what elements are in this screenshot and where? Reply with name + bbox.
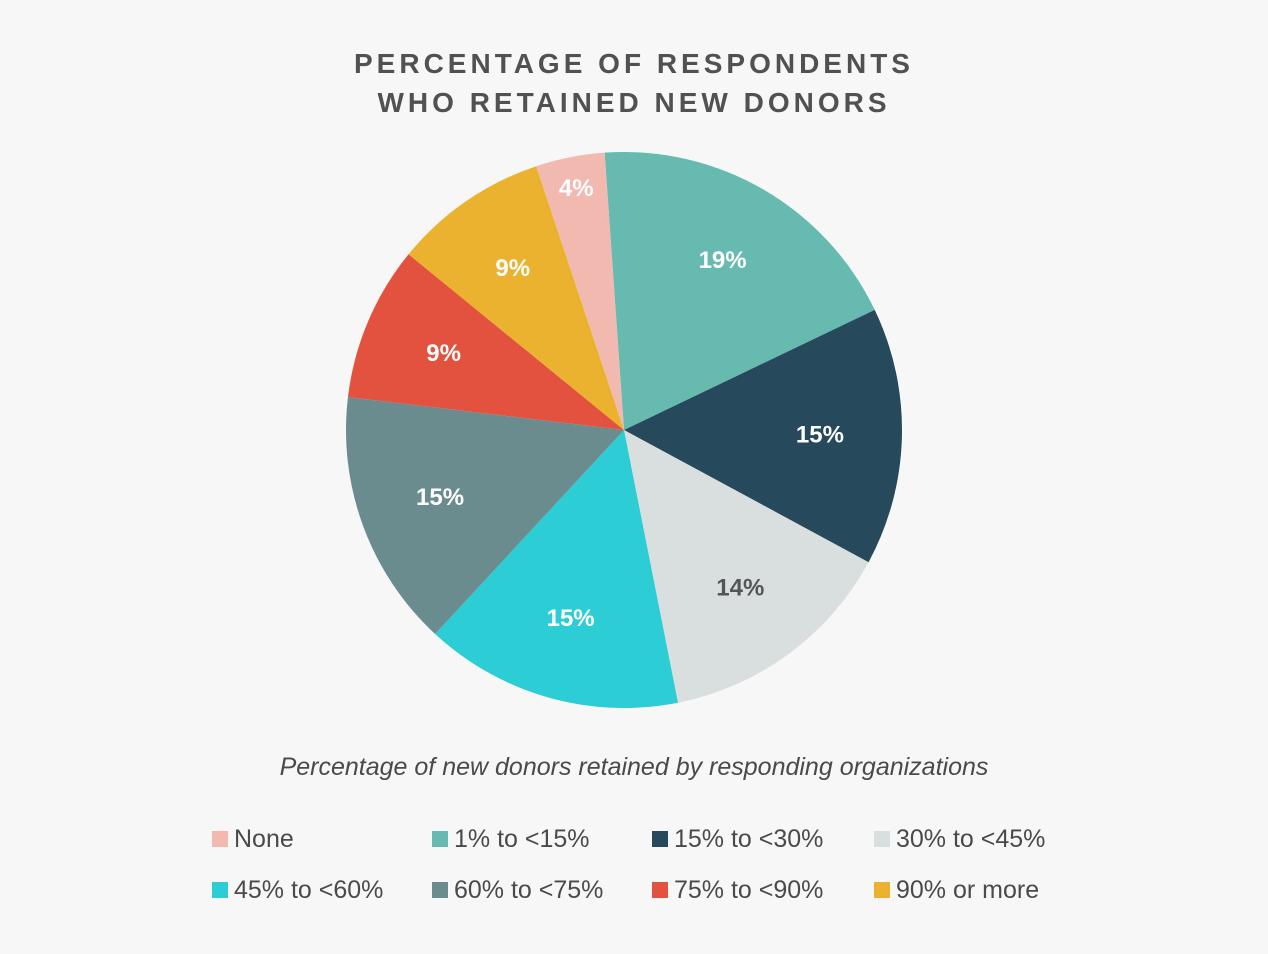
legend-item: 60% to <75%	[432, 875, 603, 905]
legend-swatch	[652, 831, 668, 847]
legend-swatch	[212, 882, 228, 898]
legend-swatch	[652, 882, 668, 898]
slice-data-label-2: 15%	[796, 421, 844, 448]
slice-data-label-6: 9%	[426, 340, 461, 367]
slice-data-label-1: 19%	[699, 247, 747, 274]
slice-data-label-3: 14%	[716, 574, 764, 601]
legend-label: 15% to <30%	[674, 824, 824, 853]
legend-item: 1% to <15%	[432, 824, 590, 854]
legend-item: 75% to <90%	[652, 875, 823, 905]
legend-label: 30% to <45%	[896, 824, 1046, 853]
legend-label: 90% or more	[896, 875, 1040, 904]
pie-slice-8	[536, 152, 624, 431]
slice-data-label-5: 15%	[416, 484, 464, 511]
pie-slice-1	[604, 152, 875, 431]
pie-slice-5	[346, 397, 624, 634]
legend-swatch	[432, 831, 448, 847]
legend-item: 30% to <45%	[874, 824, 1045, 854]
legend-label: 60% to <75%	[454, 875, 604, 904]
slice-data-label-7: 9%	[495, 255, 530, 282]
chart-subtitle: Percentage of new donors retained by res…	[279, 753, 989, 781]
pie-slice-7	[408, 166, 624, 430]
legend-swatch	[432, 882, 448, 898]
chart-title-line-2: WHO RETAINED NEW DONORS	[377, 87, 891, 118]
pie-slice-3	[624, 430, 869, 703]
legend-swatch	[874, 882, 890, 898]
legend-item: 15% to <30%	[652, 824, 823, 854]
slice-data-label-8: 4%	[559, 175, 594, 202]
legend-label: 1% to <15%	[454, 824, 590, 853]
legend-swatch	[874, 831, 890, 847]
legend-label: 45% to <60%	[234, 875, 384, 904]
pie-slice-2	[624, 309, 903, 563]
legend-label: None	[234, 824, 294, 853]
pie-chart: 19% 15% 14% 15% 15% 9% 9% 4%	[346, 152, 903, 708]
legend-item: None	[212, 824, 294, 854]
pie-slice-4	[435, 430, 678, 708]
legend-swatch	[212, 831, 228, 847]
chart-title-line-1: PERCENTAGE OF RESPONDENTS	[354, 48, 914, 79]
slice-data-label-4: 15%	[547, 605, 595, 632]
legend-item: 45% to <60%	[212, 875, 383, 905]
legend-label: 75% to <90%	[674, 875, 824, 904]
pie-slice-6	[347, 254, 624, 430]
legend-item: 90% or more	[874, 875, 1039, 905]
